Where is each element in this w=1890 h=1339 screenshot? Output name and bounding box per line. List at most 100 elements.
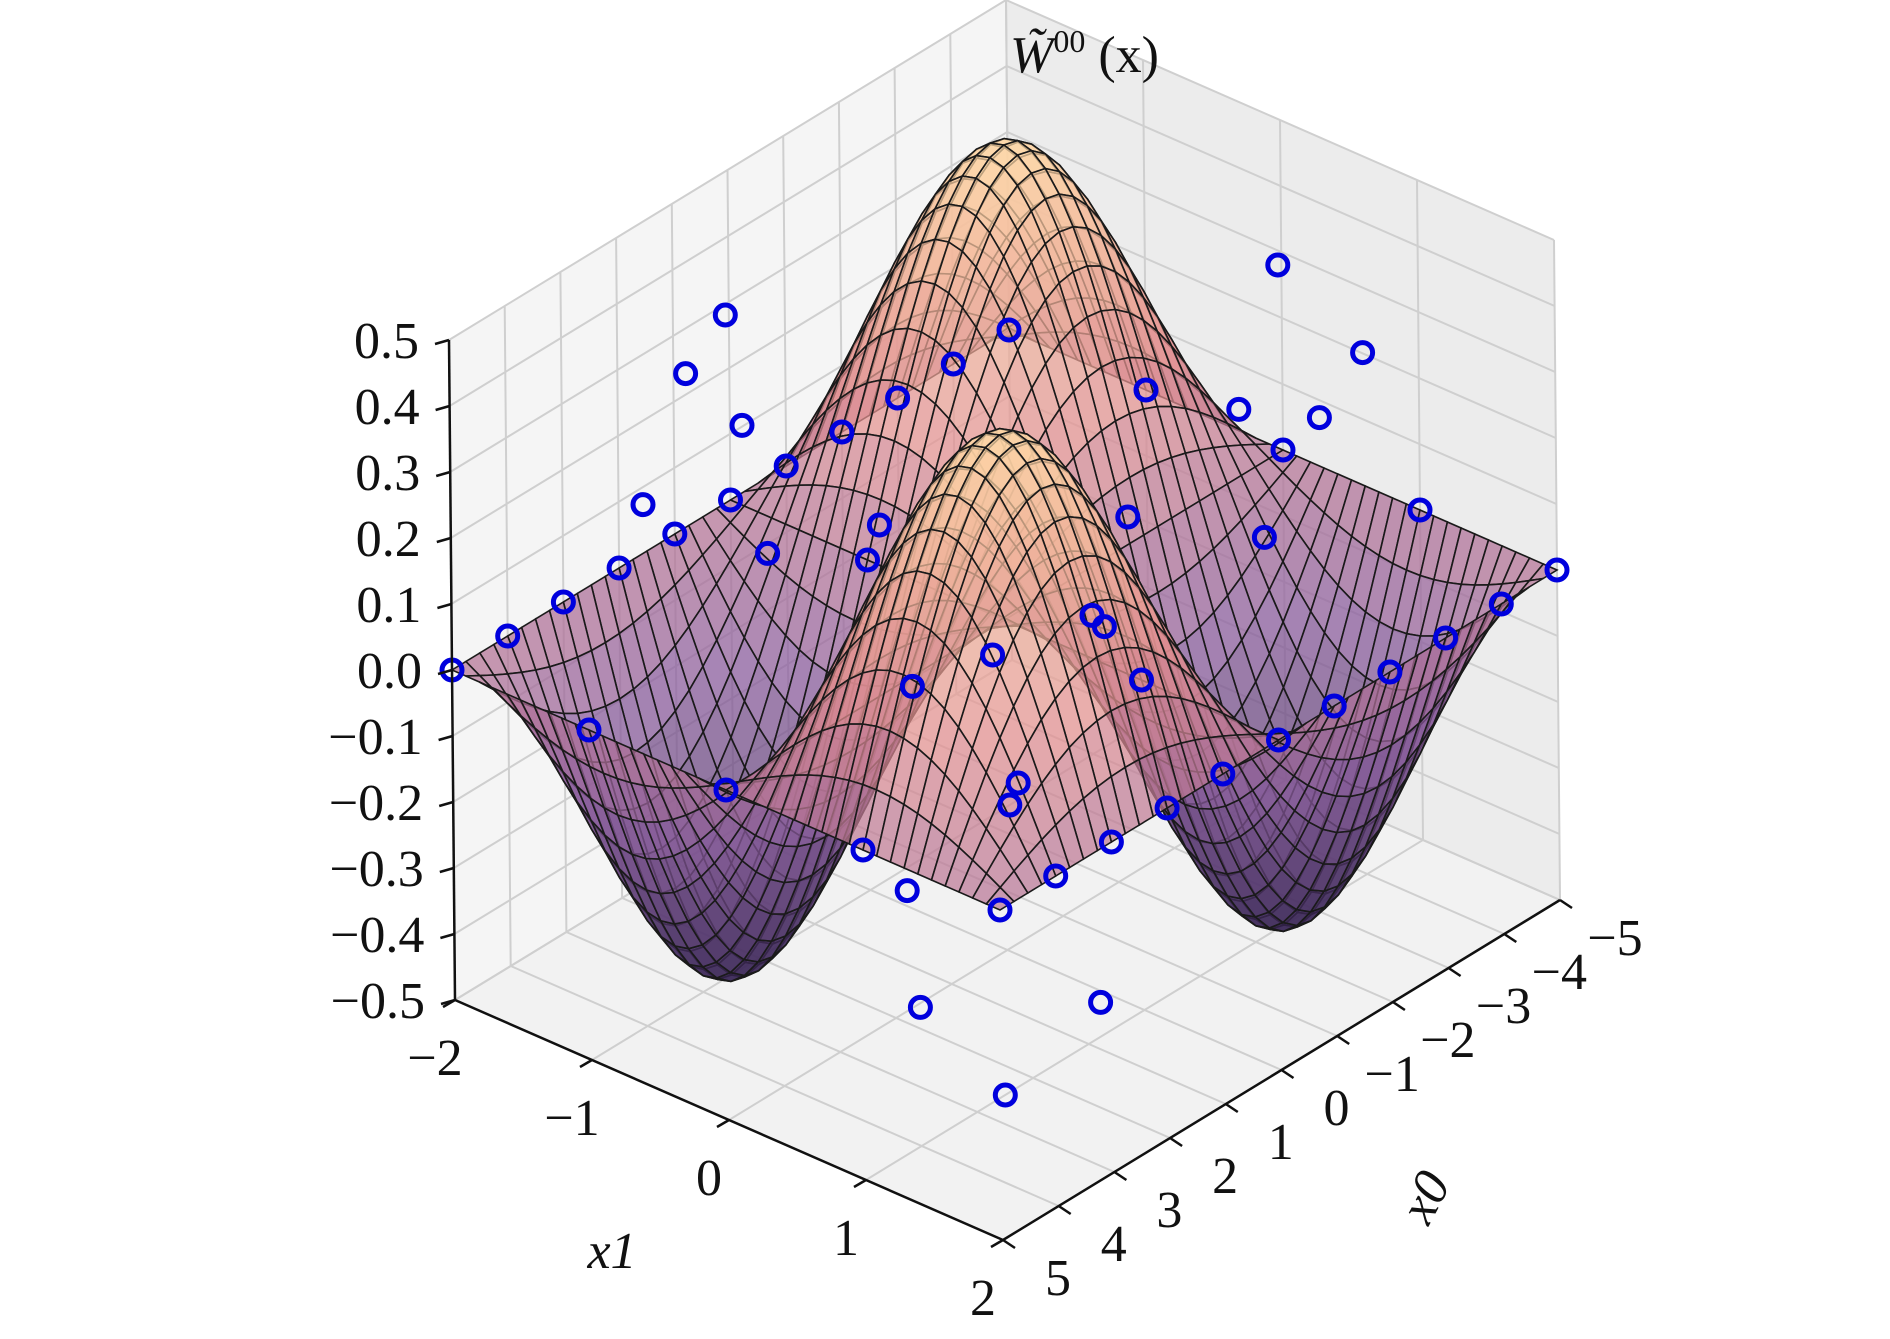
data-marker (866, 512, 892, 538)
data-marker (1544, 557, 1570, 583)
x0-tick (1280, 1068, 1295, 1080)
z-tick-label: −0.2 (329, 775, 423, 832)
data-marker (729, 412, 755, 438)
z-tick (438, 734, 453, 742)
x0-tick (1002, 1238, 1016, 1250)
z-tick-label: 0.5 (354, 313, 419, 370)
x0-tick (1447, 966, 1462, 978)
data-marker (495, 623, 521, 649)
data-marker (829, 419, 855, 445)
x-axis-label: x0 (1388, 1162, 1462, 1233)
z-tick-label: −0.4 (330, 907, 424, 964)
data-marker (576, 717, 602, 743)
z-tick (436, 536, 452, 544)
data-marker (1210, 761, 1236, 787)
x1-tick-label: −1 (544, 1090, 599, 1147)
z-tick-label: 0.2 (356, 511, 421, 568)
data-marker (885, 385, 911, 411)
z-tick-label: 0.4 (355, 379, 420, 436)
z-tick-label: −0.3 (329, 841, 423, 898)
data-marker (713, 777, 739, 803)
z-tick-label: −0.5 (331, 973, 425, 1030)
data-marker (1133, 377, 1159, 403)
x0-tick (1169, 1136, 1183, 1148)
data-marker (1350, 340, 1376, 366)
z-tick (435, 470, 451, 478)
x0-tick-label: −1 (1365, 1046, 1420, 1103)
title-suffix: (x) (1085, 27, 1159, 84)
data-marker (773, 453, 799, 479)
axis-lines (434, 338, 1573, 1250)
data-marker (992, 1082, 1018, 1108)
data-marker (606, 555, 632, 581)
x0-tick-label: 1 (1268, 1114, 1294, 1171)
data-marker (662, 521, 688, 547)
z-tick-label: 0.3 (355, 445, 420, 502)
z-tick-label: 0.0 (357, 643, 422, 700)
data-marker (1005, 770, 1031, 796)
data-marker (997, 792, 1023, 818)
data-marker (550, 589, 576, 615)
x0-tick (1225, 1102, 1239, 1114)
x1-tick (716, 1118, 730, 1129)
x0-tick-label: 2 (1212, 1148, 1238, 1205)
z-tick (439, 866, 455, 874)
data-marker (855, 547, 880, 573)
data-marker (1079, 602, 1105, 628)
data-marker (1088, 989, 1114, 1015)
x1-tick-label: 0 (696, 1150, 722, 1207)
x1-tick (442, 998, 456, 1009)
data-marker (1226, 396, 1252, 422)
x1-tick (579, 1058, 593, 1069)
data-marker (1321, 693, 1347, 719)
z-tick-label: −0.1 (328, 709, 422, 766)
z-tick (438, 800, 454, 808)
x0-tick (1336, 1034, 1350, 1046)
data-marker (1270, 437, 1296, 463)
data-marker (980, 642, 1006, 668)
x1-tick-label: 1 (833, 1210, 859, 1267)
data-marker (673, 361, 699, 387)
chart-title: W̃00 (x) (1010, 23, 1159, 84)
data-marker (1306, 405, 1332, 431)
x1-tick (853, 1178, 867, 1189)
x1-tick-label: −2 (407, 1030, 462, 1087)
x0-tick-label: 3 (1156, 1182, 1182, 1239)
gridline-z (449, 64, 1556, 407)
title-symbol: W̃ (1010, 27, 1058, 84)
x0-tick-label: 0 (1324, 1080, 1350, 1137)
x0-tick-label: 4 (1101, 1216, 1127, 1273)
data-marker (1377, 659, 1403, 685)
data-marker (1043, 863, 1069, 889)
data-marker (907, 994, 933, 1020)
data-marker (1251, 524, 1277, 550)
data-marker (1098, 829, 1124, 855)
data-marker (718, 487, 743, 513)
gridline-z (448, 0, 1555, 341)
x0-tick-label: 5 (1045, 1250, 1071, 1307)
data-marker (899, 673, 925, 699)
x0-tick-label: −4 (1532, 944, 1587, 1001)
y-axis-label: x1 (586, 1223, 636, 1280)
data-marker (940, 351, 966, 377)
gridline-z (449, 130, 1556, 473)
data-marker (996, 317, 1022, 343)
x0-tick (1503, 932, 1517, 944)
data-marker (630, 492, 656, 518)
title-superscript: 00 (1053, 23, 1085, 59)
z-tick (434, 338, 450, 346)
x0-tick-label: −3 (1476, 978, 1531, 1035)
data-marker (1265, 252, 1291, 278)
data-marker (755, 540, 781, 566)
data-marker (1433, 625, 1459, 651)
x0-tick (1559, 898, 1573, 910)
surface-mesh (450, 137, 1559, 983)
x0-tick (1058, 1204, 1072, 1216)
data-marker (1488, 591, 1514, 617)
data-marker (1115, 504, 1141, 530)
data-marker (1407, 497, 1433, 523)
data-marker (1266, 727, 1291, 753)
data-marker (850, 837, 876, 863)
x-axis-label-text: x0 (1388, 1162, 1462, 1233)
